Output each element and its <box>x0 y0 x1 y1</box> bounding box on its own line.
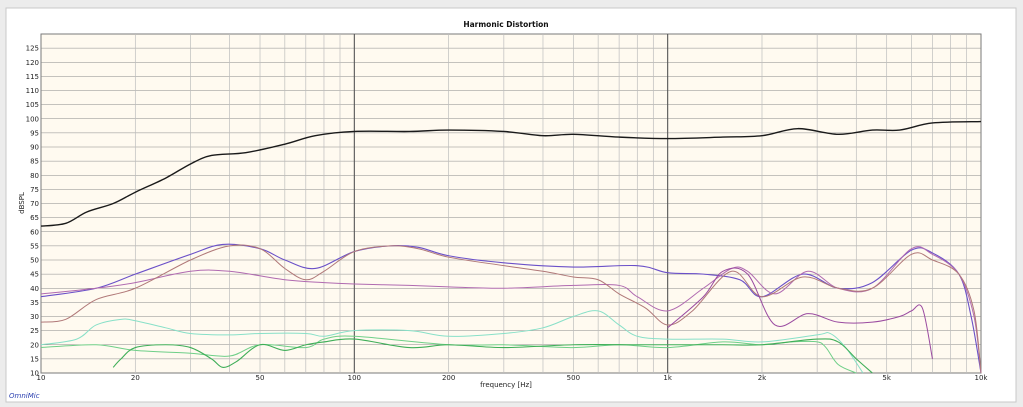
x-tick-label: 10 <box>37 374 46 382</box>
series-line-4 <box>40 244 982 374</box>
x-tick-label: 10k <box>975 374 989 382</box>
y-tick-label: 115 <box>26 73 39 81</box>
x-tick-label: 200 <box>442 374 455 382</box>
x-tick-label: 2k <box>758 374 767 382</box>
y-tick-label: 25 <box>30 327 39 335</box>
y-tick-label: 80 <box>30 172 39 180</box>
y-tick-label: 40 <box>30 285 39 293</box>
y-tick-label: 15 <box>30 355 39 363</box>
y-tick-label: 45 <box>30 271 39 279</box>
x-tick-label: 100 <box>348 374 361 382</box>
chart-title: Harmonic Distortion <box>463 20 548 29</box>
x-axis-label: frequency [Hz] <box>480 381 532 389</box>
y-tick-label: 55 <box>30 242 39 250</box>
series-line-1 <box>40 120 982 227</box>
series-line-8 <box>112 338 873 374</box>
x-axis-ticks: 10 20 50 100 200 500 1k 2k 5k 10k <box>37 374 989 382</box>
y-axis-ticks: 10 15 20 25 30 35 40 45 50 55 60 65 70 75 80 85 90 95 100 1… <box>26 45 39 378</box>
y-tick-label: 10 <box>30 370 39 378</box>
y-tick-label: 105 <box>26 101 39 109</box>
series-line-6 <box>40 310 864 374</box>
series-line-3 <box>40 246 982 374</box>
x-tick-label: 500 <box>567 374 580 382</box>
y-tick-label: 60 <box>30 228 39 236</box>
y-axis-label: dBSPL <box>18 192 26 214</box>
x-tick-label: 1k <box>663 374 672 382</box>
y-tick-label: 120 <box>26 59 39 67</box>
y-tick-label: 75 <box>30 186 39 194</box>
app-name: OmniMic <box>9 392 40 400</box>
y-tick-label: 95 <box>30 129 39 137</box>
y-tick-label: 35 <box>30 299 39 307</box>
y-tick-label: 30 <box>30 313 39 321</box>
y-tick-label: 110 <box>26 87 39 95</box>
x-tick-label: 50 <box>256 374 265 382</box>
y-tick-label: 20 <box>30 341 39 349</box>
x-tick-label: 20 <box>131 374 140 382</box>
y-tick-label: 65 <box>30 214 39 222</box>
y-tick-label: 100 <box>26 115 39 123</box>
y-tick-label: 50 <box>30 257 39 265</box>
y-tick-label: 85 <box>30 158 39 166</box>
y-tick-label: 90 <box>30 144 39 152</box>
series-line-5 <box>667 267 933 359</box>
y-tick-label: 125 <box>26 45 39 53</box>
y-tick-label: 70 <box>30 200 39 208</box>
series-layer <box>40 120 982 374</box>
x-tick-label: 5k <box>882 374 891 382</box>
